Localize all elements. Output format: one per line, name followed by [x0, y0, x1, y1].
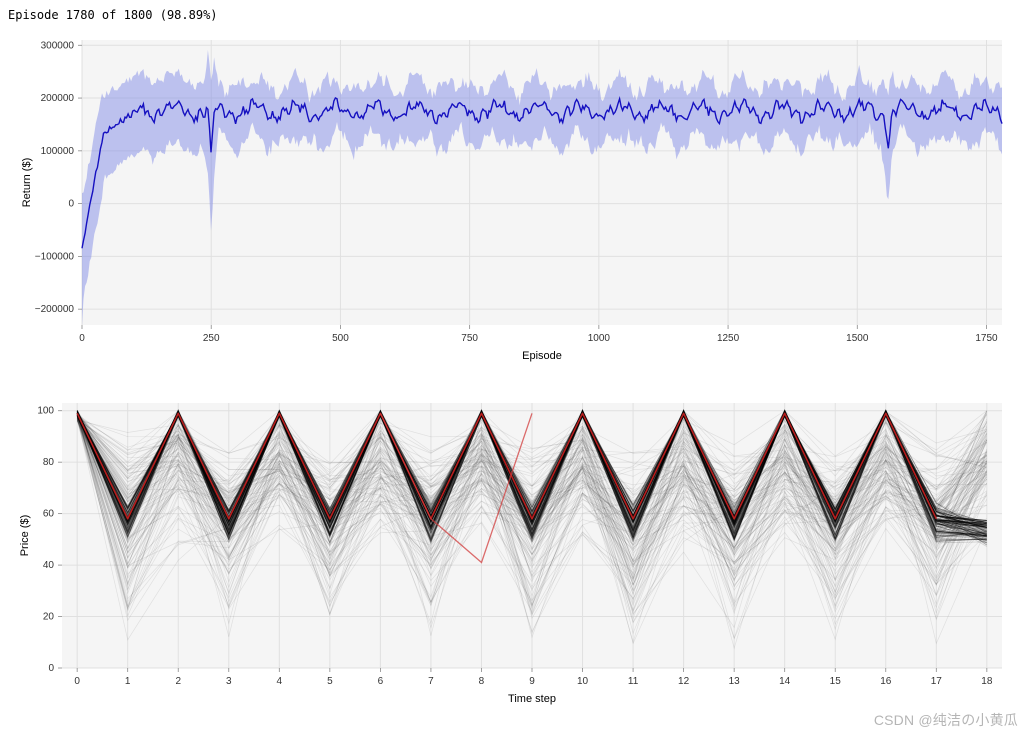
- chart2-xtick: 9: [529, 676, 535, 687]
- chart2-xtick: 1: [125, 676, 131, 687]
- chart2-xtick: 0: [74, 676, 80, 687]
- price-chart: 0123456789101112131415161718020406080100…: [0, 0, 1030, 736]
- chart2-ytick: 80: [43, 457, 55, 468]
- chart2-xlabel: Time step: [508, 693, 556, 705]
- chart2-xtick: 12: [678, 676, 690, 687]
- watermark: CSDN @纯洁の小黄瓜: [874, 710, 1018, 730]
- chart2-xtick: 6: [378, 676, 384, 687]
- chart2-xtick: 8: [479, 676, 485, 687]
- chart2-ytick: 0: [48, 663, 54, 674]
- chart2-xtick: 5: [327, 676, 333, 687]
- chart2-ytick: 20: [43, 612, 55, 623]
- chart2-xtick: 15: [830, 676, 842, 687]
- chart2-ylabel: Price ($): [19, 515, 31, 557]
- chart2-xtick: 16: [880, 676, 892, 687]
- chart2-xtick: 3: [226, 676, 232, 687]
- chart2-xtick: 2: [175, 676, 181, 687]
- chart2-xtick: 18: [981, 676, 993, 687]
- chart2-xtick: 4: [277, 676, 283, 687]
- chart2-xtick: 11: [628, 676, 639, 687]
- chart2-ytick: 100: [37, 406, 54, 417]
- chart2-ytick: 60: [43, 509, 55, 520]
- chart2-xtick: 10: [577, 676, 589, 687]
- chart2-ytick: 40: [43, 560, 55, 571]
- chart2-xtick: 17: [931, 676, 943, 687]
- chart2-xtick: 14: [779, 676, 791, 687]
- chart2-xtick: 7: [428, 676, 434, 687]
- chart2-xtick: 13: [729, 676, 741, 687]
